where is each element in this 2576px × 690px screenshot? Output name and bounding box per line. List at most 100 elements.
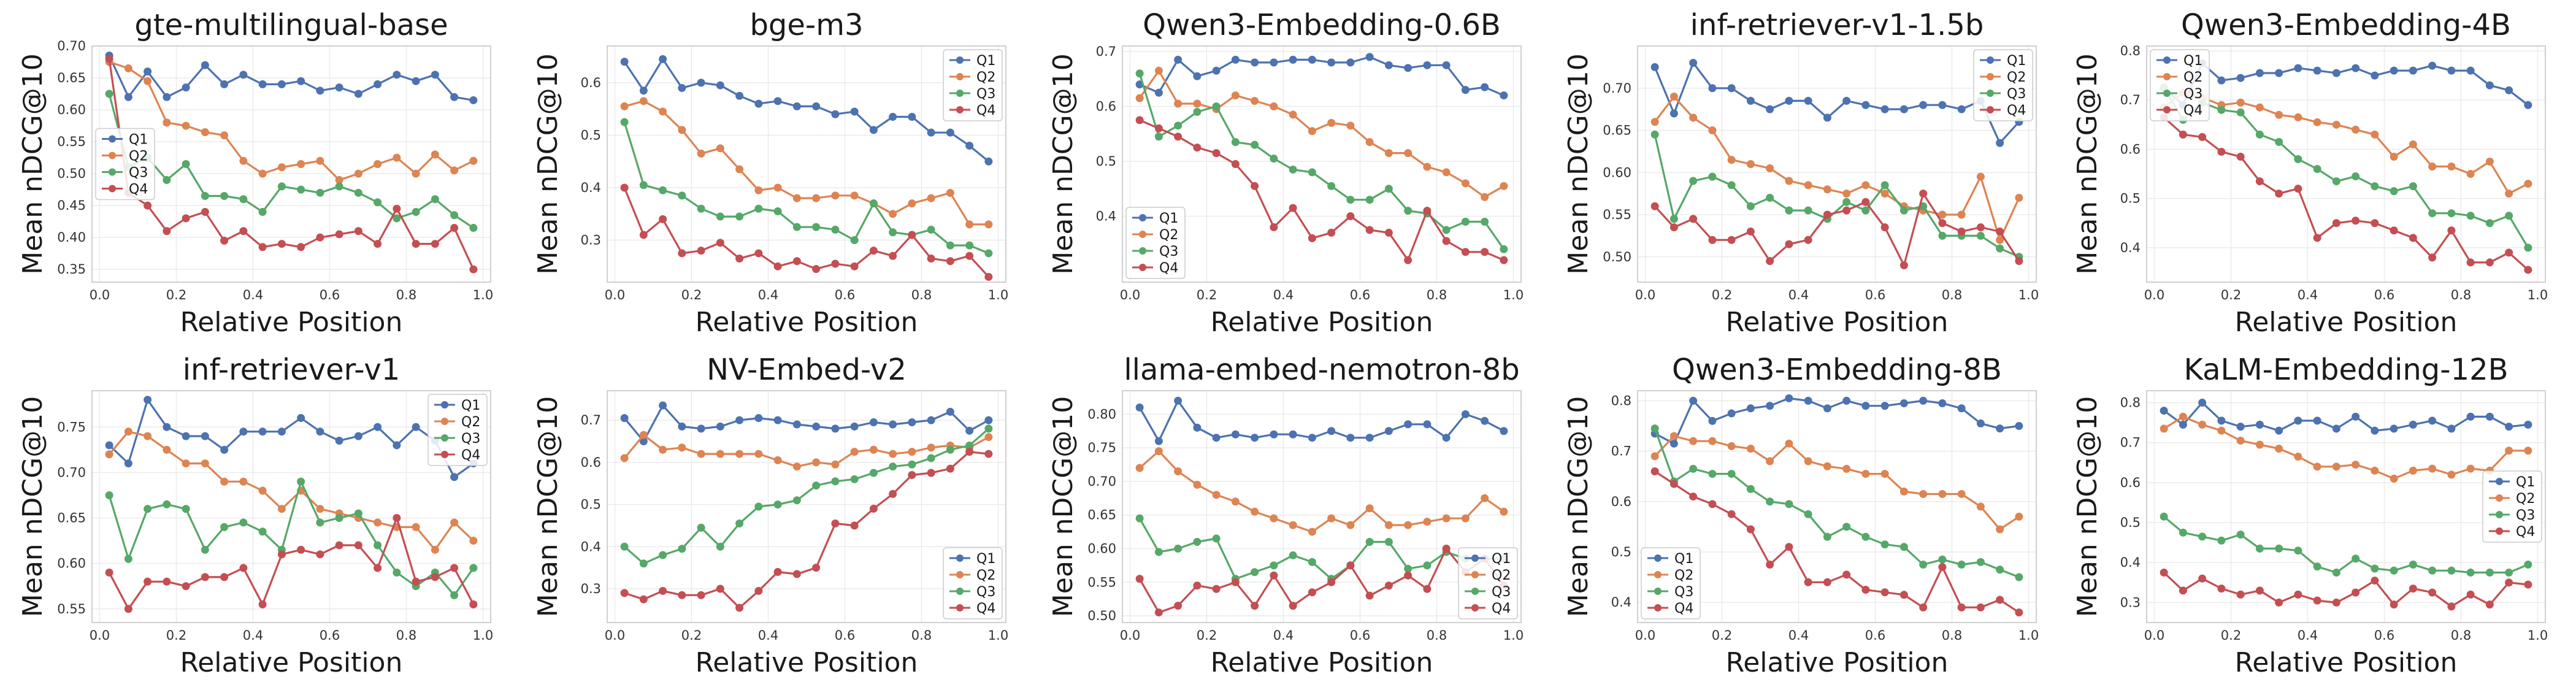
data-point-q4 <box>2505 248 2513 257</box>
data-point-q3 <box>1423 561 1432 570</box>
legend-label-q1: Q1 <box>2516 475 2535 490</box>
data-point-q2 <box>1669 93 1678 101</box>
data-point-q3 <box>620 542 629 551</box>
legend-marker-q2 <box>2496 494 2503 502</box>
x-axis-label: Relative Position <box>2235 307 2458 338</box>
plot-area <box>607 46 1006 282</box>
data-point-q2 <box>927 443 935 452</box>
data-point-q1 <box>258 427 267 436</box>
data-point-q3 <box>450 591 459 600</box>
plot-area <box>1638 46 2036 282</box>
data-point-q3 <box>1727 181 1736 190</box>
data-point-q3 <box>1384 185 1393 193</box>
data-point-q1 <box>2352 64 2360 72</box>
data-point-q2 <box>2198 420 2207 429</box>
data-point-q2 <box>1823 462 1831 470</box>
y-tick-label: 0.6 <box>1096 99 1116 113</box>
x-tick-label: 0.8 <box>1942 628 1962 643</box>
data-point-q4 <box>354 227 362 236</box>
legend-marker-q2 <box>2163 73 2171 80</box>
legend-marker-q1 <box>956 554 964 562</box>
legend-marker-q4 <box>441 451 448 458</box>
data-point-q1 <box>354 90 362 98</box>
data-point-q2 <box>2179 412 2187 421</box>
legend-marker-q2 <box>1471 571 1479 578</box>
data-point-q3 <box>1650 130 1659 139</box>
data-point-q4 <box>1823 210 1831 219</box>
x-tick-label: 0.6 <box>2374 288 2394 302</box>
x-axis-label: Relative Position <box>1211 307 1433 338</box>
data-point-q1 <box>2428 61 2437 70</box>
data-point-q3 <box>1689 464 1698 473</box>
data-point-q2 <box>1766 457 1774 466</box>
plot-frame <box>1637 45 2037 283</box>
data-point-q2 <box>374 518 382 527</box>
data-point-q2 <box>182 459 190 468</box>
data-point-q4 <box>2447 226 2456 235</box>
data-point-q4 <box>908 231 916 239</box>
data-point-q2 <box>1308 527 1316 536</box>
legend-marker-q4 <box>956 106 964 113</box>
data-point-q2 <box>1461 179 1470 188</box>
data-point-q2 <box>1327 514 1336 523</box>
data-point-q3 <box>239 195 248 204</box>
data-point-q2 <box>1938 210 1947 219</box>
data-point-q3 <box>2332 177 2340 186</box>
data-point-q1 <box>374 423 382 431</box>
x-axis-label: Relative Position <box>696 647 918 678</box>
legend-label-q1: Q1 <box>976 551 995 567</box>
data-point-q1 <box>659 401 667 410</box>
data-point-q2 <box>277 163 286 172</box>
x-tick-label: 0.4 <box>243 628 263 643</box>
data-point-q1 <box>1289 430 1297 439</box>
data-point-q1 <box>927 128 935 137</box>
data-point-q2 <box>335 176 343 185</box>
data-point-q1 <box>1919 396 1928 405</box>
data-point-q2 <box>792 462 801 471</box>
data-point-q4 <box>1404 256 1413 264</box>
legend-box <box>943 547 1003 619</box>
data-point-q4 <box>773 262 782 270</box>
data-point-q1 <box>2236 423 2245 431</box>
data-point-q4 <box>1423 207 1432 215</box>
legend-label-q1: Q1 <box>1159 211 1178 226</box>
legend-box <box>2150 49 2210 121</box>
data-point-q1 <box>984 157 993 166</box>
data-point-q2 <box>678 126 686 134</box>
y-tick-label: 0.65 <box>57 511 86 526</box>
data-point-q1 <box>1957 404 1966 413</box>
data-point-q4 <box>297 545 305 554</box>
data-point-q3 <box>1308 558 1316 566</box>
data-point-q2 <box>2332 462 2340 471</box>
legend-marker-q3 <box>1471 588 1479 595</box>
data-point-q2 <box>374 160 382 168</box>
y-tick-label: 0.60 <box>57 102 86 117</box>
data-point-q3 <box>2255 130 2264 139</box>
data-point-q3 <box>927 225 935 234</box>
data-point-q2 <box>1785 439 1793 448</box>
legend-label-q3: Q3 <box>1159 244 1178 259</box>
legend-box <box>2482 470 2542 543</box>
data-point-q1 <box>908 418 916 427</box>
data-point-q4 <box>1957 228 1966 236</box>
data-point-q4 <box>2015 608 2023 617</box>
data-point-q3 <box>277 182 286 191</box>
legend-label-q4: Q4 <box>129 182 148 197</box>
data-point-q4 <box>2485 258 2494 267</box>
data-point-q3 <box>2332 569 2340 577</box>
data-point-q2 <box>1289 521 1297 529</box>
data-point-q3 <box>697 204 705 213</box>
data-point-q2 <box>1708 437 1717 445</box>
data-point-q2 <box>431 545 439 554</box>
x-tick-label: 0.2 <box>681 628 702 643</box>
legend-label-q1: Q1 <box>976 53 995 69</box>
legend-marker-q1 <box>1139 214 1146 221</box>
data-point-q4 <box>2390 600 2398 609</box>
legend-box <box>1641 547 1701 619</box>
data-point-q2 <box>812 458 821 467</box>
data-point-q2 <box>220 477 229 486</box>
data-point-q2 <box>1135 464 1144 472</box>
